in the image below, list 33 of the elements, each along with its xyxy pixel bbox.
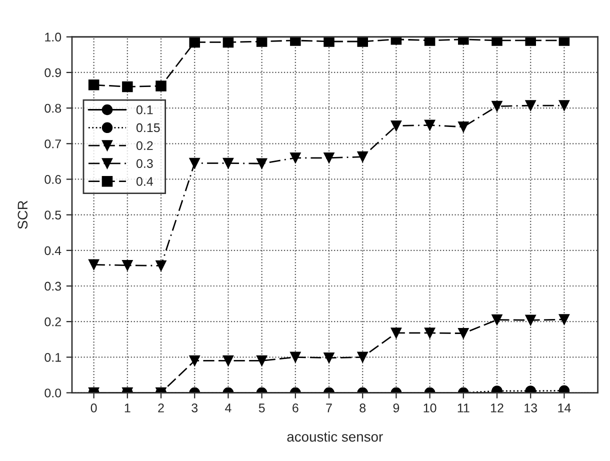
x-tick-label: 0 — [90, 404, 97, 412]
y-tick-label: 1.0 — [45, 32, 62, 42]
y-axis-title: SCR — [18, 200, 28, 229]
x-tick-label: 3 — [192, 404, 198, 412]
legend-label: 0.3 — [136, 159, 153, 168]
x-tick-label: 10 — [424, 404, 436, 412]
legend-label: 0.4 — [136, 177, 153, 186]
y-tick-label: 0.3 — [44, 282, 62, 291]
x-tick-label: 1 — [124, 404, 130, 412]
x-tick-label: 13 — [524, 404, 538, 412]
y-tick-label: 0.6 — [44, 175, 62, 184]
x-tick-label: 8 — [360, 404, 366, 412]
legend-label: 0.2 — [136, 141, 153, 150]
x-tick-label: 5 — [258, 404, 265, 412]
x-tick-label: 11 — [458, 404, 470, 412]
y-tick-label: 0.2 — [44, 317, 61, 326]
y-tick-label: 0.0 — [44, 388, 62, 398]
x-axis-title: acoustic sensor — [287, 432, 383, 442]
y-tick-label: 0.9 — [44, 68, 61, 78]
y-tick-label: 0.5 — [44, 210, 62, 220]
y-tick-label: 0.4 — [44, 246, 62, 256]
y-tick-label: 0.1 — [44, 352, 61, 362]
y-tick-label: 0.8 — [44, 104, 62, 113]
x-tick-label: 12 — [491, 404, 504, 412]
x-tick-label: 6 — [292, 404, 298, 412]
x-tick-label: 4 — [225, 404, 232, 412]
y-tick-label: 0.7 — [44, 139, 61, 148]
x-tick-label: 2 — [158, 404, 164, 412]
x-tick-label: 7 — [326, 404, 332, 412]
x-tick-label: 9 — [393, 404, 400, 412]
legend-label: 0.15 — [136, 123, 160, 132]
legend-label: 0.1 — [136, 105, 153, 114]
x-tick-label: 14 — [558, 404, 571, 412]
